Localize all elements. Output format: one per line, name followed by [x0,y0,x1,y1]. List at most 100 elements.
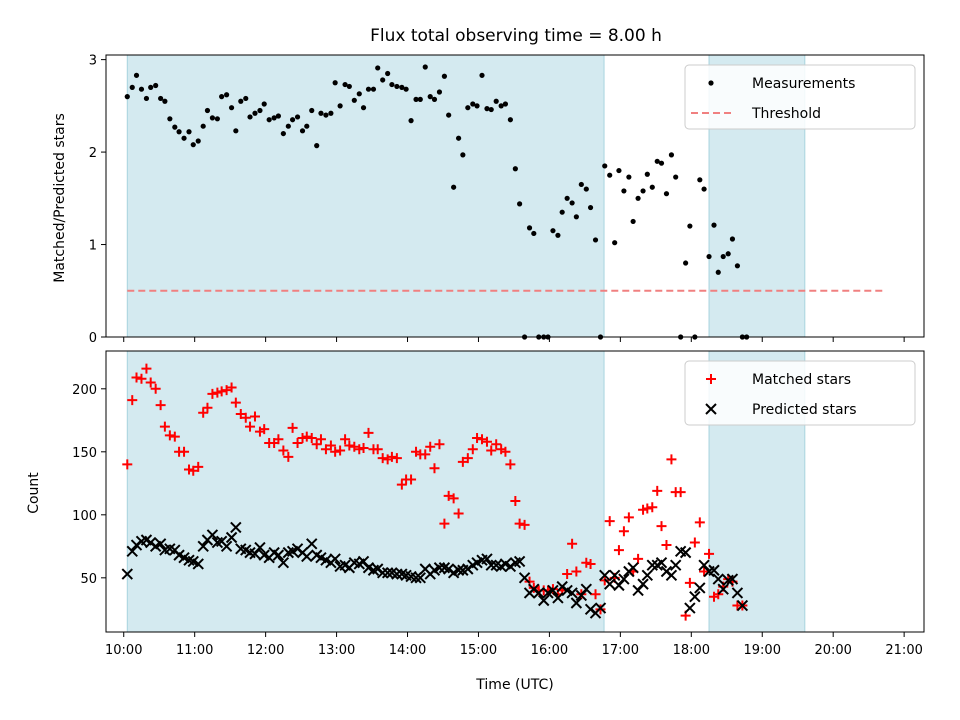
data-point [340,434,351,445]
data-point [209,115,216,121]
data-point [519,519,530,530]
x-tick-label: 12:00 [247,643,284,658]
y-tick-label: 2 [89,146,97,161]
data-point [280,130,286,137]
data-point [155,400,166,411]
data-point [725,251,731,257]
data-point [127,395,138,406]
legend-marker-plus [706,374,716,384]
legend-marker-x [705,403,717,415]
data-point [150,383,161,394]
data-point [377,453,388,464]
data-point [684,602,696,614]
x-tick-label: 20:00 [814,643,851,658]
data-point [283,451,294,462]
data-point [486,445,497,456]
data-point [701,186,707,192]
data-point [228,105,235,111]
data-point [186,129,192,135]
data-point [141,363,152,374]
data-point [273,434,284,445]
data-point [351,97,357,103]
data-point [679,546,692,559]
data-point [122,459,133,470]
legend-label: Measurements [752,76,855,92]
data-point [406,474,417,485]
data-point [451,184,457,190]
data-point [306,538,318,550]
series-matched-stars [122,363,748,621]
data-point [370,86,377,92]
data-point [472,432,483,443]
x-tick-label: 18:00 [673,643,710,658]
y-tick-label: 50 [80,572,97,587]
data-point [328,110,334,116]
data-point [644,171,650,177]
data-point [608,569,621,582]
data-point [661,540,672,551]
data-point [436,89,443,95]
data-point [697,177,703,183]
data-point [309,107,315,114]
data-point [403,86,409,92]
data-point [640,188,646,194]
data-point [618,573,630,585]
x-tick-label: 17:00 [602,643,639,658]
x-tick-label: 14:00 [389,643,426,658]
data-point [652,485,663,496]
data-point [488,106,494,113]
data-point [439,518,450,529]
data-point [410,572,422,584]
legend-marker-dot [708,80,714,86]
data-point [143,95,150,102]
data-point [386,451,397,462]
data-point [512,166,518,172]
data-point [687,223,693,229]
axes-frame [105,350,925,633]
data-point [192,558,204,570]
y-tick-label: 1 [89,239,97,254]
data-point [585,558,596,569]
data-point [569,200,575,206]
data-point [360,105,367,111]
data-point [531,230,537,237]
data-point [200,123,206,129]
data-point [376,567,389,579]
data-point [233,128,239,134]
data-point [385,70,391,77]
data-point [375,65,381,71]
data-point [220,540,233,553]
data-point [197,540,209,553]
data-point [427,94,433,100]
data-point [481,553,493,565]
data-point [230,521,242,534]
data-point [207,388,218,399]
data-point [240,412,251,423]
data-point [301,550,313,563]
legend-box [684,64,916,130]
data-point [121,568,133,580]
data-point [694,582,706,594]
data-point [712,573,724,585]
data-point [642,503,653,514]
data-point [169,431,180,442]
data-point [162,98,168,104]
data-point [190,142,196,148]
data-point [731,587,744,599]
data-point [216,386,227,397]
data-point [715,269,721,275]
data-point [429,463,440,474]
data-point [717,583,729,595]
data-point [259,424,270,435]
data-point [711,222,717,228]
legend: Measurements Threshold [684,64,916,130]
data-point [736,599,749,612]
data-point [704,548,715,559]
data-point [580,583,593,595]
data-point [590,589,601,600]
data-point [513,555,526,568]
data-point [285,123,291,129]
data-point [275,113,281,119]
legend-label: Matched stars [752,372,851,388]
data-point [566,587,578,599]
